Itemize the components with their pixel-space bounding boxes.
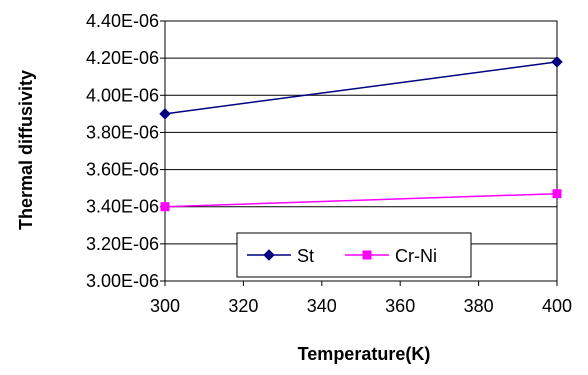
data-point-diamond [159, 108, 171, 120]
y-tick-label: 3.00E-06 [86, 271, 159, 291]
gridlines [165, 20, 557, 245]
x-tick-label: 300 [150, 296, 180, 316]
y-tick-label: 3.20E-06 [86, 234, 159, 254]
x-tick-label: 380 [464, 296, 494, 316]
y-tick-label: 4.20E-06 [86, 48, 159, 68]
x-tick-label: 400 [542, 296, 572, 316]
x-tick-label: 320 [228, 296, 258, 316]
data-point-square [160, 202, 170, 212]
x-axis-title: Temperature(K) [298, 344, 431, 364]
data-point-diamond [263, 249, 275, 261]
y-tick-label: 3.40E-06 [86, 197, 159, 217]
axes [160, 20, 558, 286]
y-tick-label: 4.00E-06 [86, 85, 159, 105]
data-point-square [362, 250, 372, 260]
legend: St Cr-Ni [236, 232, 472, 278]
legend-label: Cr-Ni [395, 246, 437, 266]
y-axis-title: Thermal diffusivity [16, 70, 36, 230]
series-line [164, 61, 558, 115]
y-tick-label: 3.60E-06 [86, 160, 159, 180]
x-tick-label: 340 [307, 296, 337, 316]
axis-titles: Temperature(K) Thermal diffusivity [16, 70, 430, 364]
y-tick-label: 4.40E-06 [86, 11, 159, 31]
y-tick-label: 3.80E-06 [86, 122, 159, 142]
data-point-diamond [551, 56, 563, 68]
legend-label: St [297, 246, 314, 266]
tick-labels: 3.00E-06 3.20E-06 3.40E-06 3.60E-06 3.80E-06… [86, 11, 572, 316]
series-line [164, 192, 558, 208]
plot-area-border [164, 20, 558, 282]
x-tick-label: 360 [385, 296, 415, 316]
series-lines [159, 56, 563, 212]
data-point-square [552, 189, 562, 199]
